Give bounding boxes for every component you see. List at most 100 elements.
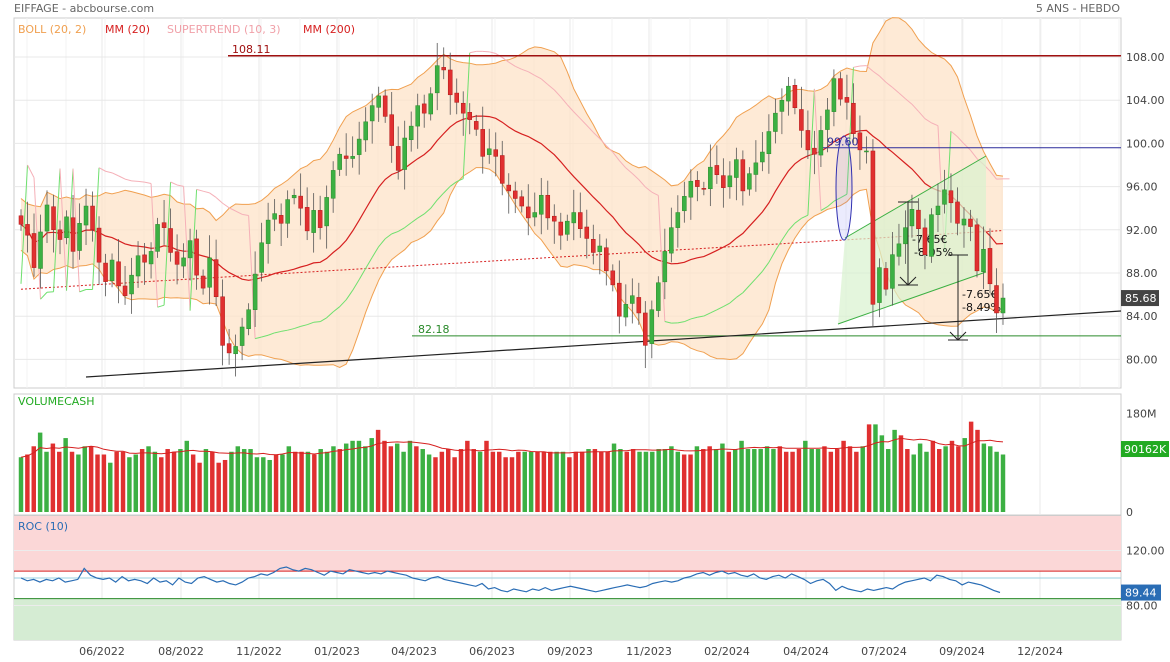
supertrend-segment	[723, 302, 731, 307]
volume-bar	[790, 451, 795, 512]
volume-bar	[637, 451, 642, 512]
candle	[90, 205, 95, 231]
price-tick-label: 84.00	[1126, 310, 1158, 323]
volume-bar	[943, 446, 948, 512]
candle	[844, 97, 850, 103]
candle	[51, 206, 56, 231]
candle	[174, 251, 180, 265]
volume-bar	[165, 449, 170, 512]
supertrend-segment	[801, 214, 809, 219]
candle	[31, 233, 37, 268]
volume-bar	[560, 451, 566, 512]
supertrend-segment	[528, 71, 536, 76]
volume-bar	[63, 438, 68, 512]
candle	[428, 93, 433, 115]
candle	[922, 227, 928, 255]
supertrend-segment	[170, 181, 178, 186]
candle	[630, 295, 635, 304]
candle	[721, 175, 726, 188]
candle	[382, 95, 388, 117]
volume-bar	[350, 440, 355, 512]
candle	[486, 148, 492, 155]
supertrend-segment	[66, 168, 74, 291]
volume-ma-line	[20, 437, 1004, 458]
volume-bar	[567, 457, 572, 512]
supertrend-segment	[410, 217, 418, 224]
candle	[109, 259, 115, 282]
candle	[343, 155, 349, 159]
supertrend-segment	[761, 262, 770, 272]
supertrend-segment	[157, 304, 165, 308]
volume-bar	[471, 449, 476, 512]
supertrend-segment	[274, 330, 282, 334]
supertrend-segment	[313, 321, 321, 323]
supertrend-segment	[46, 291, 54, 293]
supertrend-segment	[631, 173, 640, 180]
candle	[434, 65, 440, 94]
volume-panel[interactable]: VOLUMECASH	[18, 395, 1006, 512]
candle	[96, 227, 102, 263]
channel-upper	[844, 155, 987, 239]
candle	[480, 129, 486, 157]
price-panel[interactable]: 108.1182.1899.60-7.65€-8.05%-7.65€-8.49%…	[18, 17, 1122, 378]
resistance-label: 108.11	[232, 43, 271, 56]
volume-bar	[988, 446, 993, 512]
volume-bar	[101, 454, 107, 512]
roc-overbought-zone	[14, 516, 1121, 572]
candle	[688, 180, 694, 198]
supertrend-segment	[391, 230, 399, 235]
volume-bar	[962, 438, 967, 512]
ma20-line	[20, 115, 1004, 281]
volume-bar	[152, 451, 158, 512]
volume-bar	[426, 454, 432, 512]
volume-bar	[968, 421, 974, 512]
candle	[851, 102, 856, 134]
supertrend-segment	[703, 312, 711, 317]
volume-bar	[917, 443, 923, 512]
volume-bar	[707, 446, 712, 512]
candle	[968, 218, 973, 227]
volume-bar	[286, 446, 292, 512]
candle	[356, 138, 362, 155]
volume-bar	[752, 449, 757, 512]
supertrend-segment	[176, 184, 184, 187]
candle	[643, 312, 648, 346]
volume-bar	[630, 449, 636, 512]
candle	[792, 85, 798, 109]
roc-panel[interactable]: ROC (10)	[14, 516, 1121, 640]
volume-bar	[394, 443, 400, 512]
volume-tick-label: 180M	[1126, 407, 1157, 420]
supertrend-segment	[885, 81, 893, 88]
volume-bar	[847, 446, 853, 512]
supertrend-segment	[228, 207, 236, 212]
supertrend-segment	[131, 180, 139, 182]
candle	[103, 262, 108, 282]
x-tick-label: 09/2023	[547, 645, 593, 658]
candle	[161, 222, 167, 228]
volume-bar	[605, 451, 610, 512]
candle	[669, 227, 674, 254]
volume-bar	[599, 451, 604, 512]
measure-2-abs: -7.65€	[962, 288, 997, 301]
supertrend-segment	[319, 317, 327, 323]
volume-bar	[905, 449, 910, 512]
candle	[395, 146, 401, 171]
candle	[708, 166, 713, 190]
volume-bar	[873, 424, 878, 512]
candle	[116, 261, 121, 287]
supertrend-segment	[540, 78, 549, 85]
volume-bar	[388, 446, 394, 512]
supertrend-segment	[163, 181, 172, 306]
supertrend-segment	[397, 227, 405, 232]
supertrend-segment	[560, 96, 568, 106]
supertrend-segment	[950, 130, 958, 138]
supertrend-segment	[98, 167, 106, 172]
volume-bar	[924, 451, 929, 512]
supertrend-segment	[53, 168, 61, 292]
supertrend-segment	[840, 193, 848, 199]
candle	[532, 212, 538, 218]
candle	[701, 188, 707, 190]
candle	[877, 267, 882, 303]
candle	[376, 95, 381, 108]
